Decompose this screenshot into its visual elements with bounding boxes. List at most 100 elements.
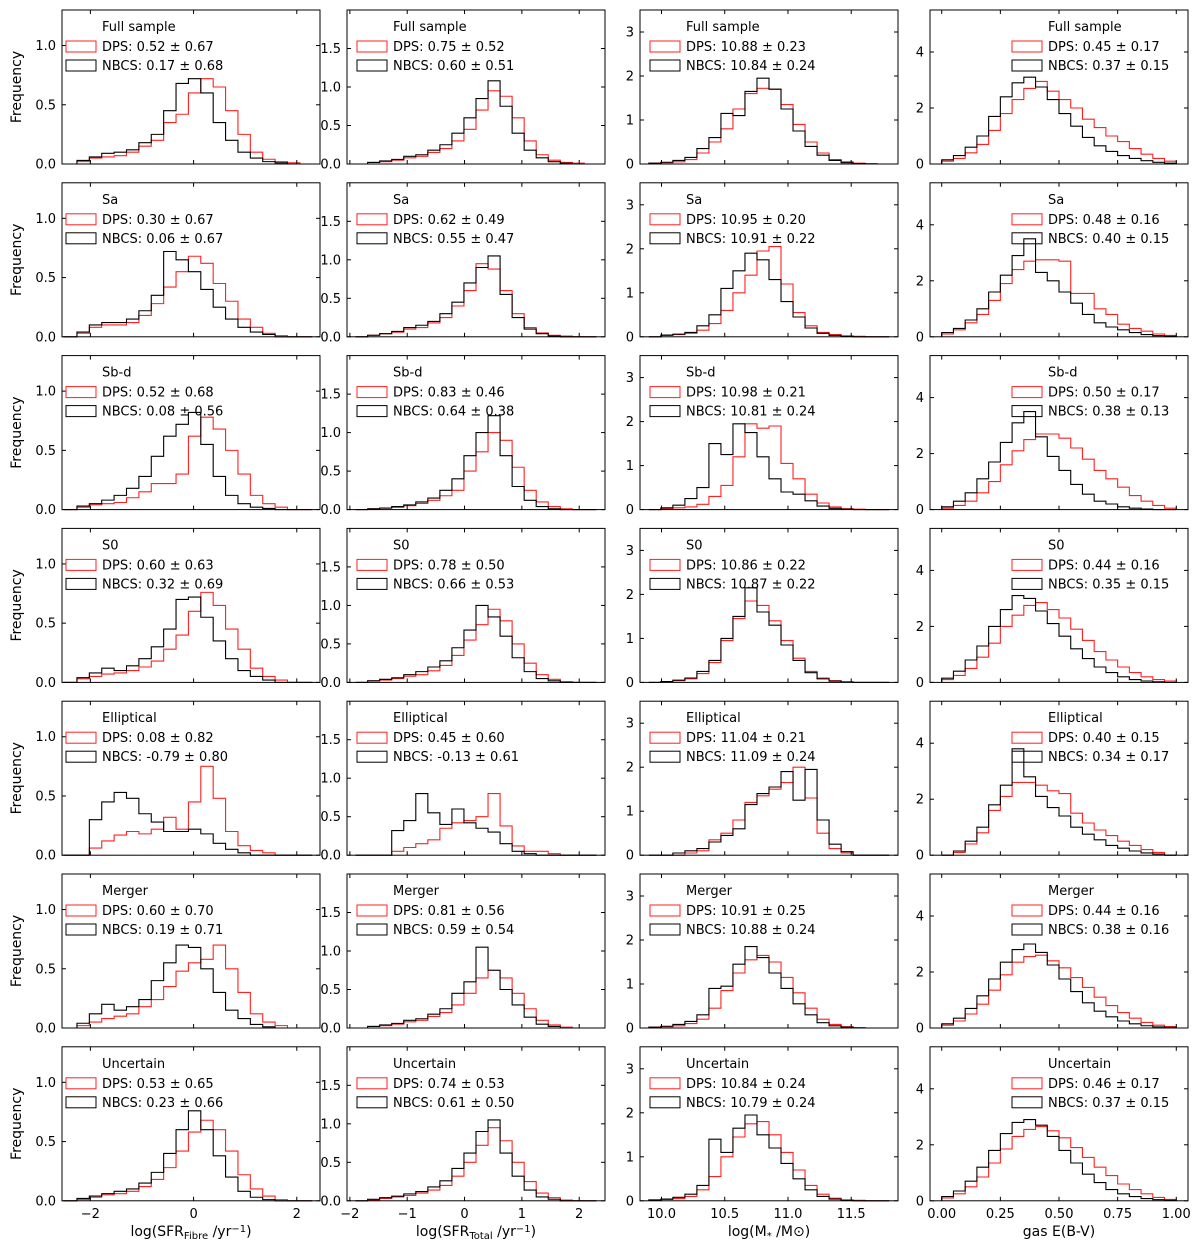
dps-legend-swatch (649, 213, 681, 226)
y-tick-label: 0 (626, 503, 634, 518)
panel-frame (61, 355, 321, 511)
panel-2-1: 0.0 0.5 1.0 1.5 Sb-d DPS: 0.83 ± 0.46 NBCS: 0.… (320, 355, 606, 518)
x-axis-label-part: /M (772, 1224, 793, 1240)
dps-legend-label: DPS: 0.44 ± 0.16 (1048, 558, 1160, 573)
nbcs-legend-swatch (649, 59, 681, 72)
y-tick-label: 4 (916, 1082, 924, 1097)
panel-0-1: 0.0 0.5 1.0 1.5 Full sample DPS: 0.75 ± 0.52 N… (320, 9, 606, 173)
y-tick-label: 0 (916, 158, 924, 173)
y-tick-label: 0.0 (320, 158, 341, 173)
dps-legend-swatch (649, 904, 681, 917)
panel-title: Uncertain (1048, 1057, 1111, 1072)
dps-legend-label: DPS: 10.98 ± 0.21 (686, 386, 806, 401)
x-tick-label: 1 (518, 1207, 526, 1222)
dps-histogram (64, 416, 313, 511)
dps-histogram (355, 793, 597, 856)
y-tick-label: 0.5 (320, 465, 341, 480)
y-tick-label: 4 (916, 46, 924, 61)
y-tick-label: 0.5 (35, 962, 56, 977)
nbcs-histogram (355, 946, 597, 1029)
panel-0-3: 0 2 4 Full sample DPS: 0.45 ± 0.17 NBCS: 0.37… (916, 9, 1189, 173)
nbcs-legend-swatch (1011, 923, 1043, 936)
dps-legend-label: DPS: 10.88 ± 0.23 (686, 40, 806, 55)
y-tick-label: 1.0 (320, 1117, 341, 1132)
dps-legend-swatch (1011, 731, 1043, 744)
nbcs-legend-label: NBCS: 11.09 ± 0.24 (686, 750, 816, 765)
y-tick-label: 0.5 (35, 789, 56, 804)
nbcs-histogram (648, 252, 890, 338)
y-tick-label: 0.0 (35, 676, 56, 691)
nbcs-legend-label: NBCS: 10.84 ± 0.24 (686, 59, 816, 74)
y-tick-label: 1.0 (35, 730, 56, 745)
dps-histogram (355, 969, 597, 1029)
nbcs-legend-swatch (649, 750, 681, 763)
dps-histogram (64, 78, 313, 165)
y-tick-label: 0.5 (320, 1156, 341, 1171)
nbcs-legend-swatch (356, 750, 388, 763)
y-tick-label: 4 (916, 391, 924, 406)
panel-3-0: 0.0 0.5 1.0 S0 DPS: 0.60 ± 0.63 NBCS: 0.32 ± … (35, 527, 321, 691)
dps-legend-swatch (356, 1077, 388, 1090)
dps-legend-swatch (649, 558, 681, 571)
dps-histogram (355, 90, 597, 165)
nbcs-histogram (941, 748, 1177, 856)
y-tick-label: 0.0 (35, 158, 56, 173)
y-tick-label: 2 (916, 447, 924, 462)
nbcs-legend-label: NBCS: 0.66 ± 0.53 (393, 577, 514, 592)
panel-4-1: 0.0 0.5 1.0 1.5 Elliptical DPS: 0.45 ± 0.60 NB… (320, 700, 606, 864)
y-axis-label: Frequency (9, 1088, 25, 1160)
nbcs-legend-label: NBCS: 10.91 ± 0.22 (686, 232, 816, 247)
panel-title: Merger (1048, 884, 1095, 899)
y-tick-label: 0 (916, 849, 924, 864)
y-tick-label: 3 (626, 198, 634, 213)
panel-title: Merger (393, 884, 440, 899)
dps-legend-label: DPS: 10.95 ± 0.20 (686, 213, 806, 228)
nbcs-legend-swatch (65, 923, 97, 936)
nbcs-histogram (355, 255, 597, 338)
dps-legend-swatch (649, 40, 681, 53)
y-tick-label: 1.0 (35, 557, 56, 572)
y-tick-label: 2 (916, 620, 924, 635)
panel-0-2: 0 1 2 3 Full sample DPS: 10.88 ± 0.23 NBCS: 10… (626, 9, 899, 173)
y-tick-label: 1.0 (320, 599, 341, 614)
y-tick-label: 0.5 (320, 119, 341, 134)
nbcs-legend-label: NBCS: -0.13 ± 0.61 (393, 750, 519, 765)
dps-legend-swatch (65, 40, 97, 53)
dps-legend-label: DPS: 0.08 ± 0.82 (102, 731, 214, 746)
panel-title: Sa (393, 193, 409, 208)
nbcs-legend-label: NBCS: 0.19 ± 0.71 (102, 923, 223, 938)
panel-title: Sa (102, 193, 118, 208)
dps-legend-label: DPS: 0.83 ± 0.46 (393, 386, 505, 401)
x-tick-label: 2 (293, 1207, 301, 1222)
dps-histogram (648, 1121, 890, 1202)
nbcs-legend-label: NBCS: 0.64 ± 0.38 (393, 405, 514, 420)
y-tick-label: 4 (916, 564, 924, 579)
panel-3-2: 0 1 2 3 S0 DPS: 10.86 ± 0.22 NBCS: 10.87 ± 0.2… (626, 527, 899, 691)
nbcs-legend-label: NBCS: 0.38 ± 0.16 (1048, 923, 1169, 938)
nbcs-legend-swatch (356, 577, 388, 590)
dps-histogram (941, 781, 1177, 856)
y-tick-label: 0 (626, 1194, 634, 1209)
panel-title: Full sample (686, 20, 760, 35)
nbcs-legend-swatch (65, 1096, 97, 1109)
nbcs-histogram (355, 604, 597, 683)
dps-legend-label: DPS: 0.78 ± 0.50 (393, 558, 505, 573)
nbcs-histogram (941, 76, 1177, 164)
dps-legend-label: DPS: 0.50 ± 0.17 (1048, 386, 1160, 401)
dps-legend-label: DPS: 0.62 ± 0.49 (393, 213, 505, 228)
nbcs-histogram (355, 415, 597, 511)
dps-legend-label: DPS: 0.48 ± 0.16 (1048, 213, 1160, 228)
nbcs-legend-swatch (649, 923, 681, 936)
nbcs-histogram (941, 1119, 1177, 1201)
y-tick-label: 0 (916, 1022, 924, 1037)
x-tick-label: 2 (575, 1207, 583, 1222)
y-tick-label: 0 (626, 849, 634, 864)
panel-title: Full sample (393, 20, 467, 35)
panel-title: Elliptical (102, 711, 157, 726)
dps-legend-label: DPS: 0.44 ± 0.16 (1048, 904, 1160, 919)
x-axis-label: log(SFRFibre /yr−1) (130, 1224, 251, 1242)
nbcs-legend-swatch (649, 1096, 681, 1109)
nbcs-histogram (64, 944, 313, 1029)
y-axis-label: Frequency (9, 742, 25, 814)
nbcs-histogram (648, 77, 890, 165)
